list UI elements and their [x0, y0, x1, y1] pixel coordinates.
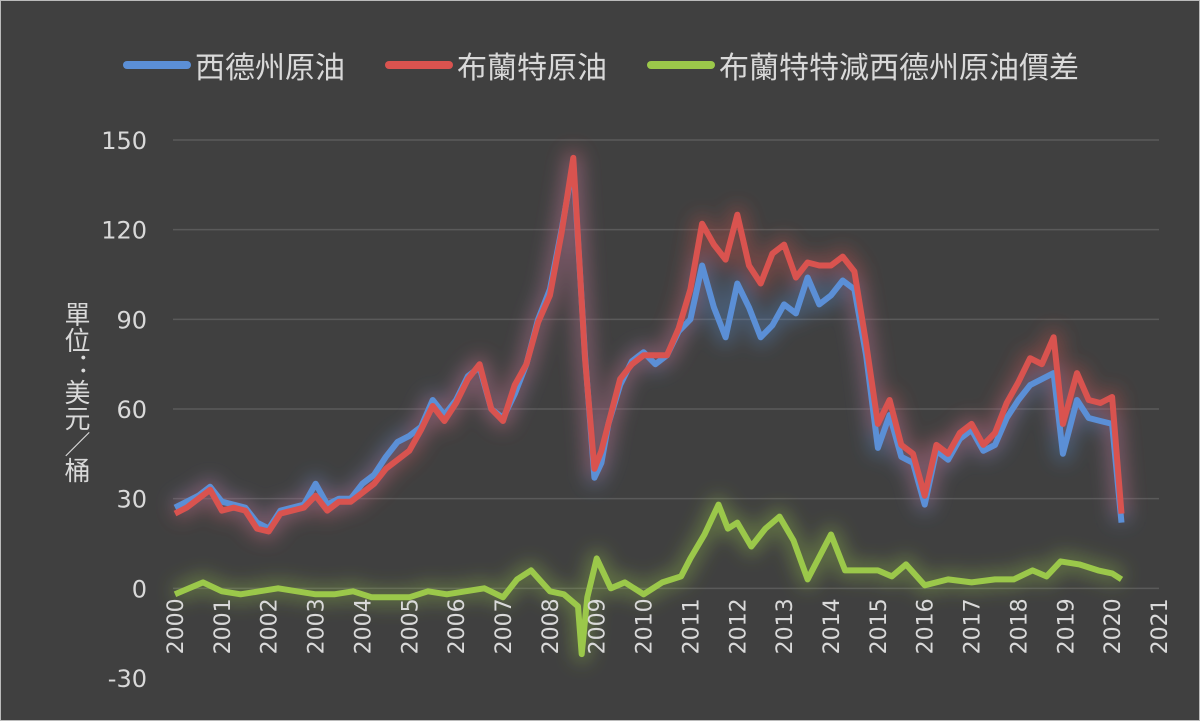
x-tick-label: 2012 [726, 598, 751, 654]
x-tick-label: 2002 [258, 598, 283, 654]
x-tick-label: 2020 [1101, 598, 1126, 654]
y-tick-label: 0 [132, 575, 147, 603]
x-tick-label: 2013 [773, 598, 798, 654]
x-tick-label: 2018 [1007, 598, 1032, 654]
x-tick-label: 2005 [398, 598, 423, 654]
legend-label: 布蘭特特減西德州原油價差 [719, 51, 1079, 86]
x-tick-label: 2017 [961, 598, 986, 654]
x-tick-label: 2003 [305, 598, 330, 654]
x-tick-label: 2001 [211, 598, 236, 654]
x-tick-label: 2006 [445, 598, 470, 654]
legend-swatch [647, 61, 715, 69]
x-tick-label: 2008 [539, 598, 564, 654]
legend-item-spread: 布蘭特特減西德州原油價差 [647, 43, 1079, 87]
series-line-1 [173, 154, 1125, 535]
x-tick-label: 2021 [1148, 598, 1173, 654]
x-tick-label: 2010 [633, 598, 658, 654]
y-tick-label: 30 [116, 486, 147, 514]
legend-item-brent: 布蘭特原油 [385, 43, 607, 87]
y-tick-label: 120 [101, 217, 147, 245]
x-tick-label: 2000 [164, 598, 189, 654]
x-tick-label: 2019 [1054, 598, 1079, 654]
x-tick-label: 2004 [351, 598, 376, 654]
legend-swatch [385, 61, 453, 69]
y-axis-title: 單位：美元／桶 [60, 301, 90, 483]
y-tick-label: 60 [116, 396, 147, 424]
x-tick-label: 2007 [492, 598, 517, 654]
legend: 西德州原油 布蘭特原油 布蘭特特減西德州原油價差 [1, 43, 1199, 87]
x-tick-label: 2014 [820, 598, 845, 654]
x-tick-label: 2016 [914, 598, 939, 654]
legend-item-wti: 西德州原油 [123, 43, 345, 87]
series-line-2 [173, 501, 1124, 658]
x-tick-label: 2009 [586, 598, 611, 654]
x-tick-label: 2011 [679, 598, 704, 654]
y-tick-label: 90 [116, 306, 147, 334]
legend-label: 布蘭特原油 [457, 51, 607, 86]
y-tick-label: -30 [108, 665, 147, 693]
legend-swatch [123, 61, 191, 69]
legend-label: 西德州原油 [195, 51, 345, 86]
x-tick-label: 2015 [867, 598, 892, 654]
y-tick-label: 150 [101, 127, 147, 155]
